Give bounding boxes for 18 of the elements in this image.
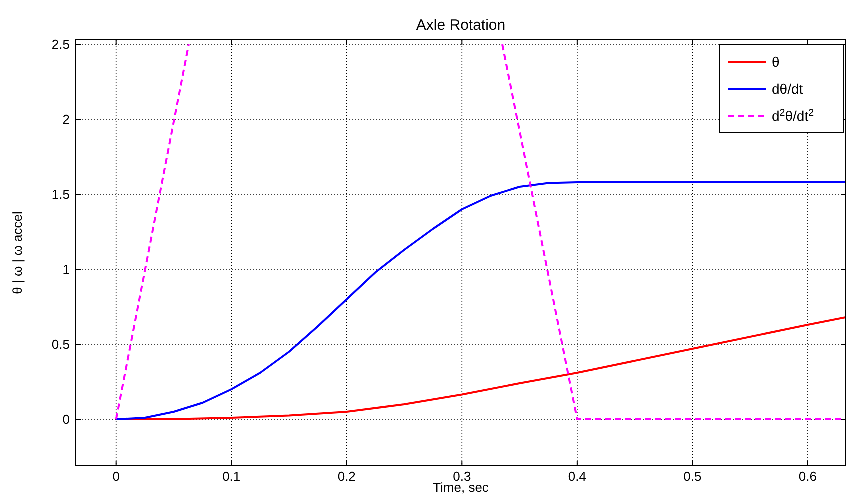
line-series — [115, 182, 846, 420]
y-tick-label: 2.5 — [52, 37, 70, 52]
x-tick-label: 0 — [112, 469, 120, 484]
legend-label: dθ/dt — [772, 81, 804, 97]
y-tick-label: 0.5 — [52, 337, 70, 352]
legend-label: θ — [772, 54, 780, 70]
y-tick-label: 2 — [62, 112, 70, 127]
y-axis-title: θ | ω | ω accel — [10, 212, 25, 294]
x-tick-label: 0.1 — [222, 469, 241, 484]
y-tick-label: 1 — [62, 262, 70, 277]
x-tick-label: 0.6 — [798, 469, 817, 484]
x-tick-label: 0.5 — [684, 469, 702, 484]
y-tick-label: 0 — [62, 412, 70, 427]
x-tick-label: 0.2 — [338, 469, 356, 484]
legend-label: d$^{2}$θ/dt$^{2}$ — [772, 108, 814, 124]
chart-title: Axle Rotation — [416, 17, 506, 34]
y-tick-label: 1.5 — [52, 187, 70, 202]
x-tick-label: 0.4 — [568, 469, 586, 484]
